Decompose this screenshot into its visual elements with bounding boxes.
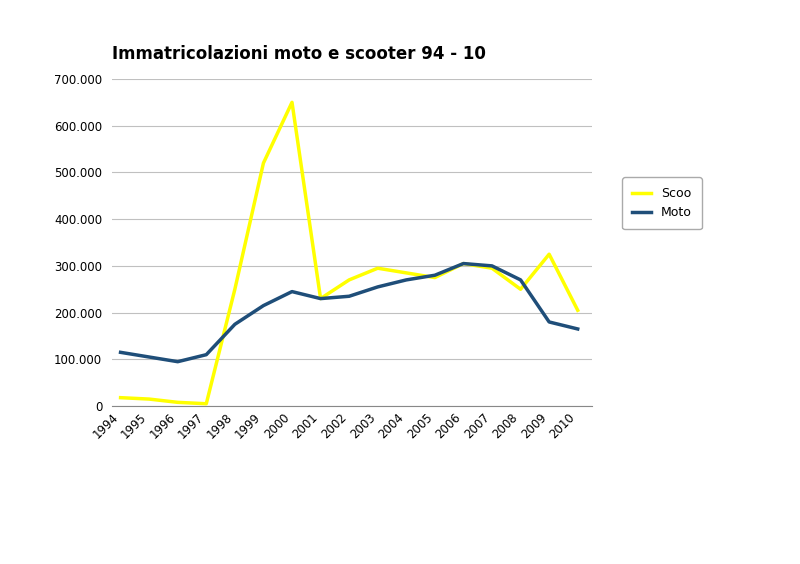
Line: Scoo: Scoo	[121, 102, 578, 404]
Moto	[573, 325, 582, 332]
Moto	[230, 321, 240, 328]
Moto	[344, 293, 354, 299]
Scoo	[116, 394, 126, 401]
Moto	[116, 349, 126, 356]
Scoo	[258, 160, 268, 166]
Moto	[487, 262, 497, 269]
Scoo	[316, 295, 326, 302]
Scoo	[144, 396, 154, 403]
Scoo	[487, 265, 497, 272]
Moto	[430, 272, 440, 279]
Moto	[402, 276, 411, 283]
Moto	[287, 288, 297, 295]
Scoo	[458, 260, 468, 267]
Moto	[373, 284, 382, 290]
Scoo	[173, 399, 182, 406]
Moto	[173, 358, 182, 365]
Text: Immatricolazioni moto e scooter 94 - 10: Immatricolazioni moto e scooter 94 - 10	[112, 45, 486, 63]
Scoo	[573, 307, 582, 314]
Moto	[258, 302, 268, 309]
Scoo	[344, 276, 354, 283]
Moto	[316, 295, 326, 302]
Scoo	[230, 286, 240, 293]
Scoo	[202, 400, 211, 407]
Scoo	[402, 270, 411, 276]
Moto	[544, 319, 554, 325]
Line: Moto: Moto	[121, 263, 578, 362]
Scoo	[287, 99, 297, 105]
Moto	[458, 260, 468, 267]
Moto	[516, 276, 526, 283]
Scoo	[544, 251, 554, 258]
Legend: Scoo, Moto: Scoo, Moto	[622, 177, 702, 230]
Moto	[202, 351, 211, 358]
Scoo	[516, 286, 526, 293]
Scoo	[430, 274, 440, 281]
Moto	[144, 354, 154, 360]
Scoo	[373, 265, 382, 272]
